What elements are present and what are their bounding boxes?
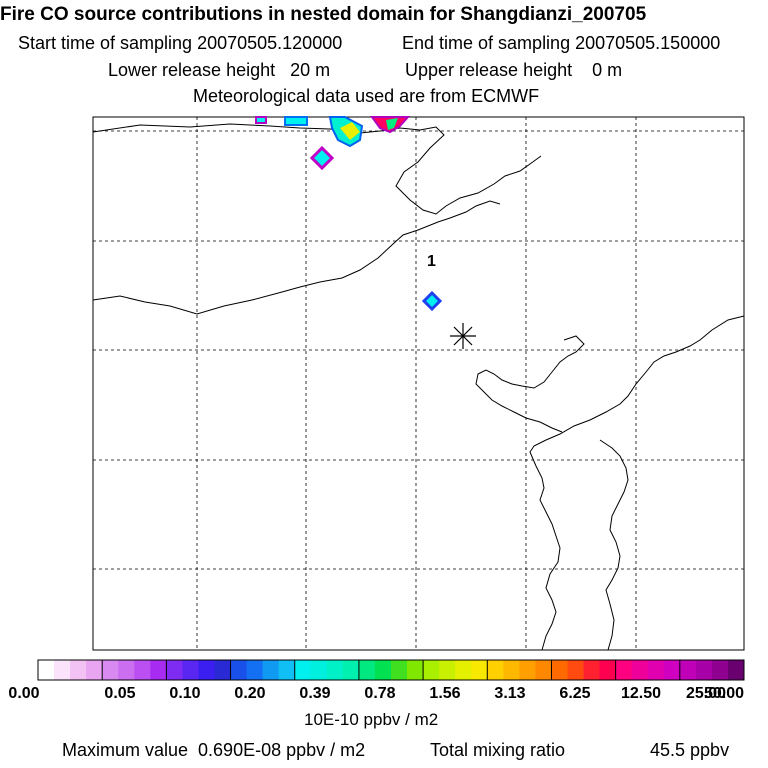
total-mixing-ratio-value: 45.5 ppbv bbox=[650, 740, 730, 760]
colorbar-swatch bbox=[342, 660, 360, 680]
colorbar-tick-label: 0.10 bbox=[169, 685, 201, 702]
station-label: 1 bbox=[427, 253, 436, 270]
colorbar-tick-label: 0.00 bbox=[8, 685, 40, 702]
colorbar-swatch bbox=[583, 660, 600, 680]
colorbar-swatch bbox=[150, 660, 167, 680]
colorbar-tick-label: 50.00 bbox=[703, 685, 745, 702]
colorbar-swatch bbox=[519, 660, 536, 680]
colorbar-swatch bbox=[326, 660, 344, 680]
colorbar-swatch bbox=[198, 660, 215, 680]
contour-blob-small bbox=[309, 145, 335, 171]
colorbar-swatch bbox=[423, 660, 440, 680]
colorbar-tick-label: 25.00 bbox=[685, 685, 727, 702]
colorbar-swatch bbox=[455, 660, 472, 680]
total-mixing-ratio-label: Total mixing ratio bbox=[430, 740, 566, 760]
colorbar-swatch bbox=[246, 660, 264, 680]
colorbar-swatch bbox=[70, 660, 87, 680]
contour-blob-station-1 bbox=[421, 290, 443, 312]
colorbar-swatch bbox=[310, 660, 328, 680]
source-contribution-contours bbox=[255, 116, 443, 312]
colorbar-swatch bbox=[374, 660, 392, 680]
coastline-east bbox=[599, 439, 629, 651]
maximum-value: Maximum value 0.690E-08 ppbv / m2 bbox=[62, 740, 366, 760]
colorbar-swatch bbox=[391, 660, 408, 680]
colorbar-swatch bbox=[134, 660, 151, 680]
map-gridlines bbox=[93, 117, 744, 650]
colorbar-swatch bbox=[663, 660, 681, 680]
colorbar-swatch bbox=[407, 660, 424, 680]
station-asterisk-marker bbox=[450, 323, 476, 349]
map-boundaries bbox=[92, 123, 745, 651]
colorbar-swatch bbox=[567, 660, 584, 680]
colorbar-tick-label: 0.05 bbox=[104, 685, 136, 702]
colorbar-swatch bbox=[102, 660, 119, 680]
colorbar-swatch bbox=[358, 660, 376, 680]
colorbar-tick-label: 3.13 bbox=[494, 685, 526, 702]
colorbar-tick-label: 1.56 bbox=[429, 685, 461, 702]
colorbar-swatch bbox=[535, 660, 552, 680]
colorbar-swatch bbox=[182, 660, 199, 680]
colorbar-tick-label: 0.78 bbox=[364, 685, 396, 702]
colorbar-swatch bbox=[487, 660, 504, 680]
colorbar-tick-label: 12.50 bbox=[620, 685, 662, 702]
colorbar-swatch bbox=[262, 660, 280, 680]
boundary-line-north bbox=[92, 123, 542, 215]
boundary-line-west bbox=[92, 200, 501, 315]
plot-title: Fire CO source contributions in nested d… bbox=[0, 4, 647, 25]
contour-blob-cluster-north bbox=[255, 116, 411, 148]
colorbar-swatch bbox=[54, 660, 71, 680]
colorbar-swatch bbox=[695, 660, 713, 680]
colorbar-swatch bbox=[551, 660, 568, 680]
colorbar-swatch bbox=[86, 660, 103, 680]
coastline bbox=[529, 315, 745, 651]
colorbar-swatch bbox=[599, 660, 617, 680]
colorbar-swatch bbox=[38, 660, 55, 680]
colorbar-swatch bbox=[631, 660, 649, 680]
colorbar-swatch bbox=[439, 660, 456, 680]
sampling-start-time: Start time of sampling 20070505.120000 bbox=[18, 33, 343, 53]
colorbar-tick-label: 0.20 bbox=[234, 685, 266, 702]
colorbar bbox=[37, 659, 745, 681]
sampling-end-time: End time of sampling 20070505.150000 bbox=[402, 33, 721, 53]
colorbar-swatch bbox=[711, 660, 729, 680]
colorbar-frame bbox=[37, 659, 745, 681]
coastline-bay bbox=[475, 335, 585, 433]
upper-release-height: Upper release height 0 m bbox=[405, 60, 623, 80]
colorbar-swatch bbox=[118, 660, 135, 680]
colorbar-swatch bbox=[278, 660, 296, 680]
colorbar-swatch bbox=[166, 660, 183, 680]
colorbar-swatch bbox=[647, 660, 665, 680]
colorbar-swatch bbox=[214, 660, 231, 680]
colorbar-swatch bbox=[230, 660, 247, 680]
colorbar-swatch bbox=[615, 660, 633, 680]
colorbar-swatch bbox=[503, 660, 520, 680]
meteorological-data-source: Meteorological data used are from ECMWF bbox=[193, 86, 540, 106]
colorbar-unit: 10E-10 ppbv / m2 bbox=[304, 710, 439, 729]
colorbar-swatch bbox=[471, 660, 488, 680]
colorbar-swatch bbox=[679, 660, 697, 680]
colorbar-swatch bbox=[727, 660, 745, 680]
map-frame bbox=[92, 116, 745, 651]
colorbar-tick-label: 0.39 bbox=[299, 685, 331, 702]
colorbar-tick-label: 6.25 bbox=[559, 685, 591, 702]
lower-release-height: Lower release height 20 m bbox=[108, 60, 331, 80]
colorbar-swatch bbox=[294, 660, 312, 680]
